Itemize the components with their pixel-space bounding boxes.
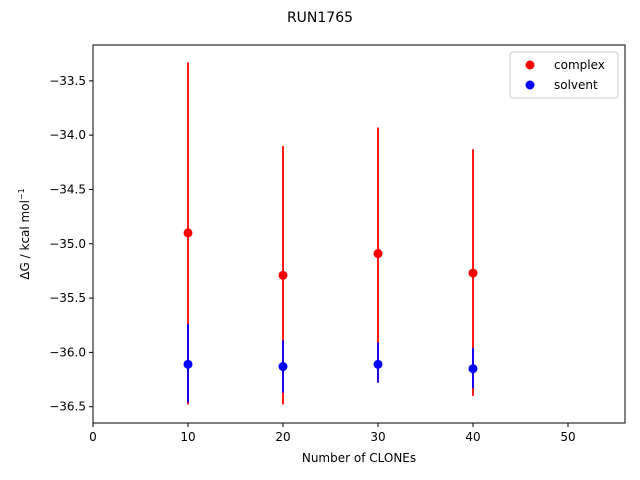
data-point-solvent bbox=[278, 362, 288, 372]
axis-ticks: 0 10 20 30 40 50 −33.5 −34.0 −34.5 −35.0 −35.5 −36.… bbox=[49, 74, 575, 444]
y-tick-label: −34.0 bbox=[49, 128, 86, 142]
legend-label-complex: complex bbox=[554, 58, 605, 72]
x-tick-label: 20 bbox=[275, 430, 290, 444]
y-tick-label: −36.0 bbox=[49, 345, 86, 359]
legend-marker-solvent bbox=[525, 80, 535, 90]
legend-box bbox=[509, 51, 619, 99]
data-points bbox=[183, 228, 478, 374]
y-tick-label: −33.5 bbox=[49, 74, 86, 88]
data-point-complex bbox=[183, 228, 193, 238]
legend-label-solvent: solvent bbox=[554, 78, 598, 92]
y-tick-label: −34.5 bbox=[49, 182, 86, 196]
x-tick-label: 30 bbox=[370, 430, 385, 444]
data-point-solvent bbox=[183, 359, 193, 369]
y-tick-label: −35.5 bbox=[49, 291, 86, 305]
y-axis-label-text: ΔG / kcal mol bbox=[18, 200, 32, 280]
plot-frame bbox=[92, 44, 626, 424]
legend-marker-complex bbox=[525, 60, 535, 70]
x-tick-label: 40 bbox=[465, 430, 480, 444]
x-tick-label: 10 bbox=[180, 430, 195, 444]
x-axis-label: Number of CLONEs bbox=[302, 451, 416, 465]
chart-title: RUN1765 bbox=[287, 10, 353, 26]
data-point-complex bbox=[278, 270, 288, 280]
legend: complex solvent bbox=[509, 51, 619, 99]
data-point-complex bbox=[468, 268, 478, 278]
error-bars bbox=[187, 62, 474, 405]
x-tick-label: 0 bbox=[89, 430, 97, 444]
y-tick-label: −36.5 bbox=[49, 400, 86, 414]
y-axis-label: ΔG / kcal mol−1 bbox=[17, 188, 32, 279]
data-point-complex bbox=[373, 249, 383, 259]
y-axis-label-superscript: −1 bbox=[17, 188, 26, 200]
x-tick-label: 50 bbox=[560, 430, 575, 444]
y-tick-label: −35.0 bbox=[49, 237, 86, 251]
data-point-solvent bbox=[373, 359, 383, 369]
data-point-solvent bbox=[468, 364, 478, 374]
